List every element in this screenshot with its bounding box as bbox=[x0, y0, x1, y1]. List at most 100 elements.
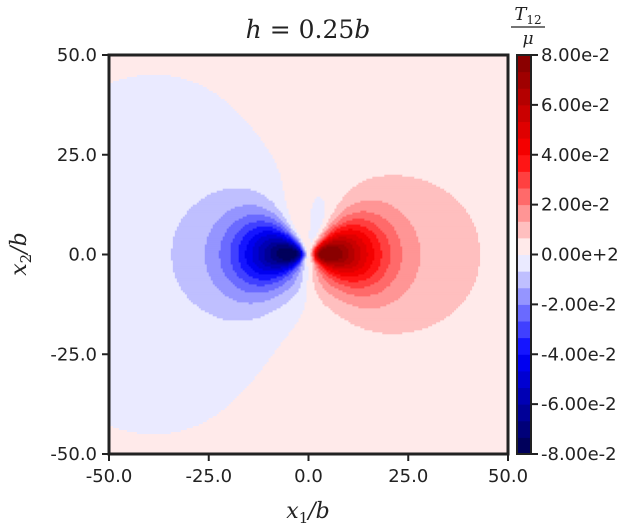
contour-cell bbox=[400, 238, 419, 242]
contour-cell bbox=[334, 208, 346, 212]
contour-cell bbox=[252, 302, 288, 305]
contour-cell bbox=[392, 224, 413, 228]
contour-cell bbox=[109, 378, 256, 381]
contour-cell bbox=[344, 264, 357, 268]
contour-cell bbox=[256, 264, 266, 268]
contour-cell bbox=[472, 288, 508, 292]
contour-cell bbox=[266, 260, 278, 264]
contour-cell bbox=[310, 224, 322, 228]
contour-cell bbox=[258, 254, 266, 258]
contour-cell bbox=[284, 192, 348, 196]
contour-cell bbox=[244, 290, 270, 294]
contour-cell bbox=[174, 230, 212, 234]
contour-cell bbox=[256, 284, 266, 288]
contour-cell bbox=[338, 246, 348, 250]
contour-cell bbox=[302, 276, 310, 280]
contour-cell bbox=[180, 220, 218, 224]
contour-cell bbox=[109, 396, 238, 399]
contour-cell bbox=[109, 88, 210, 92]
colorbar-band bbox=[517, 138, 531, 156]
colorbar-band bbox=[517, 437, 531, 455]
contour-cell bbox=[250, 266, 260, 270]
contour-cell bbox=[382, 200, 459, 204]
contour-cell bbox=[170, 254, 206, 258]
contour-cell bbox=[288, 234, 292, 238]
contour-cell bbox=[314, 250, 318, 254]
contour-cell bbox=[109, 80, 114, 84]
y-tick-label: 25.0 bbox=[57, 145, 97, 166]
contour-cell bbox=[256, 204, 276, 208]
contour-cell bbox=[178, 224, 214, 228]
contour-cell bbox=[254, 270, 286, 274]
contour-cell bbox=[334, 296, 401, 299]
contour-cell bbox=[258, 248, 266, 252]
contour-cell bbox=[270, 216, 280, 220]
contour-cell bbox=[206, 266, 222, 270]
contour-cell bbox=[250, 188, 284, 192]
contour-cell bbox=[338, 220, 348, 224]
contour-cell bbox=[109, 390, 244, 393]
x-tick-label: 50.0 bbox=[488, 466, 528, 487]
contour-cell bbox=[109, 234, 176, 238]
contour-cell bbox=[109, 222, 180, 226]
contour-cell bbox=[378, 240, 389, 244]
contour-cell bbox=[382, 276, 397, 280]
contour-cell bbox=[296, 234, 302, 238]
contour-cell bbox=[240, 288, 276, 292]
contour-cell bbox=[320, 262, 324, 266]
contour-cell bbox=[380, 264, 389, 268]
colorbar-tick-label: -4.00e-2 bbox=[541, 344, 617, 365]
contour-cell bbox=[352, 238, 363, 242]
contour-cell bbox=[310, 250, 314, 254]
contour-cell bbox=[402, 246, 421, 250]
contour-cell bbox=[290, 232, 294, 236]
contour-cell bbox=[366, 246, 373, 250]
contour-cell bbox=[210, 276, 228, 280]
contour-cell bbox=[300, 238, 304, 242]
contour-cell bbox=[248, 240, 258, 244]
contour-cell bbox=[294, 244, 298, 248]
contour-cell bbox=[272, 258, 284, 262]
contour-cell bbox=[280, 344, 508, 347]
contour-cell bbox=[242, 226, 258, 230]
contour-cell bbox=[380, 214, 405, 218]
contour-cell bbox=[238, 254, 246, 258]
contour-cell bbox=[296, 244, 300, 248]
contour-cell bbox=[210, 228, 228, 232]
contour-cell bbox=[342, 254, 349, 258]
contour-cell bbox=[320, 238, 324, 242]
contour-cell bbox=[109, 342, 282, 345]
contour-cell bbox=[192, 302, 250, 305]
contour-cell bbox=[360, 230, 373, 234]
contour-cell bbox=[462, 204, 508, 208]
contour-cell bbox=[312, 250, 316, 254]
contour-cell bbox=[252, 256, 260, 260]
contour-cell bbox=[316, 264, 320, 268]
contour-cell bbox=[208, 88, 508, 92]
contour-cell bbox=[206, 238, 224, 242]
contour-cell bbox=[320, 256, 344, 260]
contour-cell bbox=[316, 196, 322, 200]
contour-cell bbox=[109, 186, 284, 190]
contour-cell bbox=[109, 84, 204, 88]
contour-cell bbox=[340, 248, 349, 252]
contour-cell bbox=[288, 222, 294, 226]
contour-cell bbox=[332, 310, 455, 313]
contour-cell bbox=[324, 266, 330, 270]
contour-cell bbox=[314, 264, 318, 268]
contour-cell bbox=[324, 236, 328, 240]
contour-cell bbox=[360, 210, 367, 214]
contour-cell bbox=[320, 226, 326, 230]
contour-cell bbox=[444, 188, 508, 192]
contour-cell bbox=[246, 246, 254, 250]
contour-cell bbox=[310, 222, 324, 226]
contour-cell bbox=[314, 282, 322, 286]
contour-cell bbox=[312, 202, 326, 206]
contour-cell bbox=[322, 284, 332, 288]
contour-cell bbox=[328, 228, 334, 232]
contour-cell bbox=[109, 272, 176, 276]
contour-cell bbox=[346, 236, 359, 240]
contour-cell bbox=[312, 264, 316, 268]
contour-cell bbox=[346, 192, 451, 196]
contour-cell bbox=[314, 244, 318, 248]
